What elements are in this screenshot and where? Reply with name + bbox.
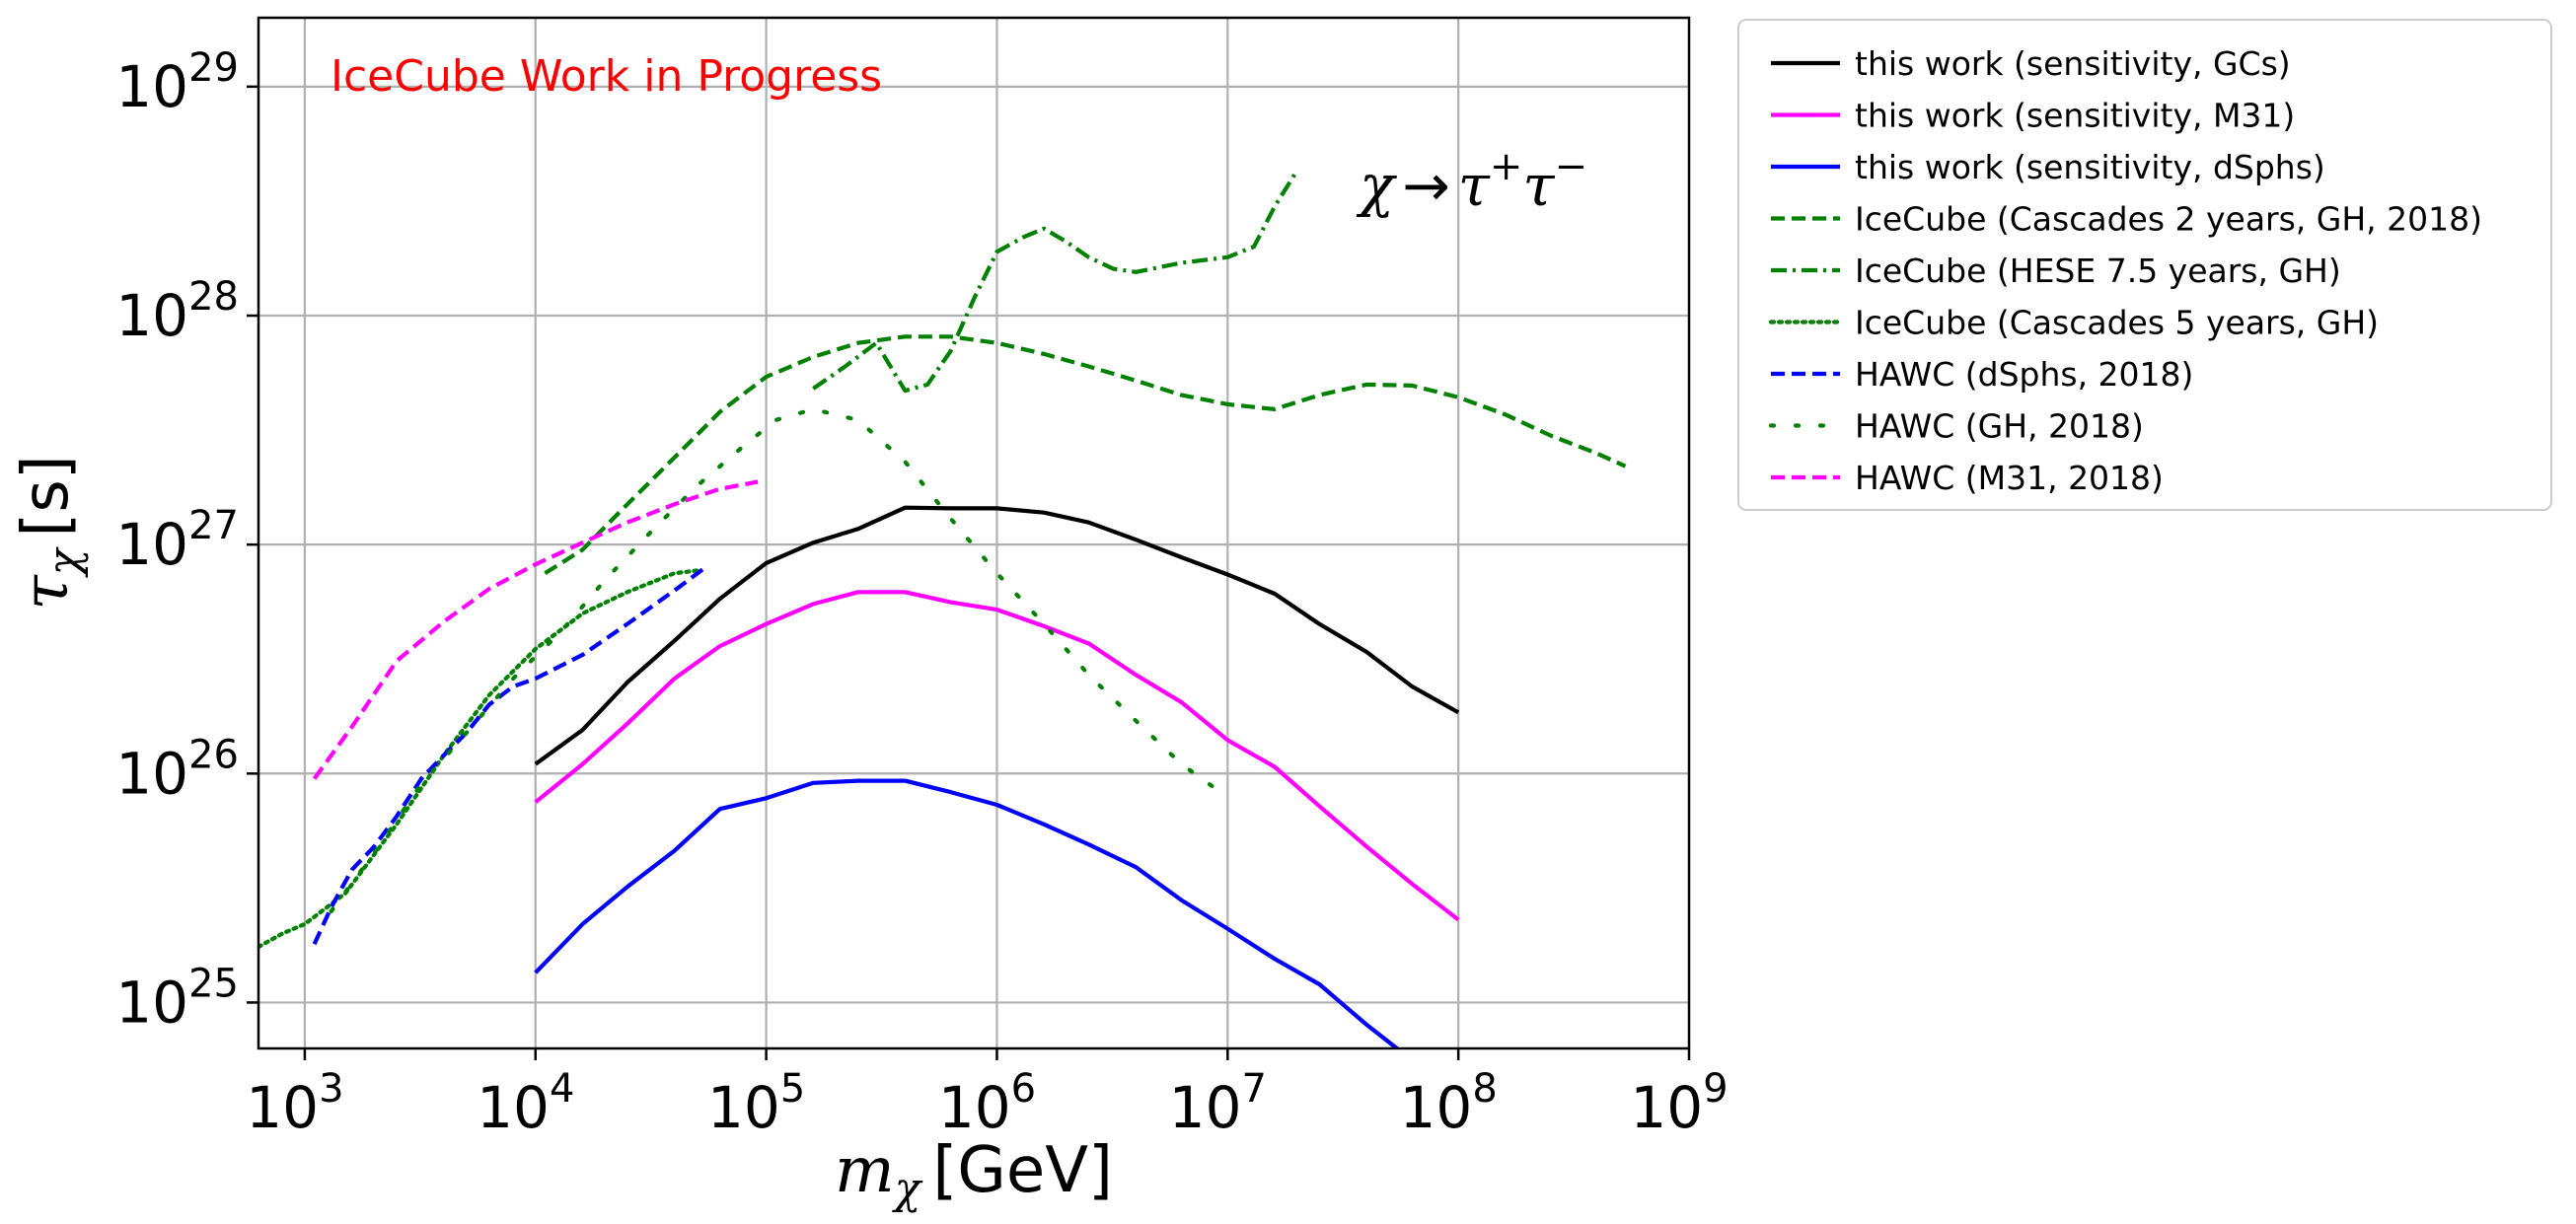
plot-frame <box>257 16 1691 1050</box>
x-tick-label: 105 <box>707 1066 805 1141</box>
y-tick-exponent: 27 <box>188 503 239 548</box>
series-line-this-work-sensitivity-dsphs <box>534 778 1401 1048</box>
series-line-hawc-m31-2018 <box>312 479 759 780</box>
x-tick-base: 10 <box>938 1074 1011 1141</box>
x-tick-exponent: 6 <box>1011 1066 1036 1112</box>
y-tick-base: 10 <box>115 969 188 1036</box>
y-tick-label: 1025 <box>115 961 239 1036</box>
x-tick-exponent: 8 <box>1472 1066 1497 1112</box>
x-axis-label-symbol: m <box>835 1134 895 1207</box>
legend-box <box>1737 19 2552 511</box>
y-tick-base: 10 <box>115 53 188 120</box>
x-tick-label: 108 <box>1400 1066 1498 1141</box>
grid <box>258 18 1689 1048</box>
legend: this work (sensitivity, GCs) this work (s… <box>1737 19 2552 511</box>
y-tick-label: 1027 <box>115 503 239 578</box>
y-tick-base: 10 <box>115 511 188 578</box>
x-tick-exponent: 5 <box>780 1066 805 1112</box>
y-tick-exponent: 29 <box>188 45 239 91</box>
x-tick-label: 106 <box>938 1066 1036 1141</box>
y-tick-label: 1028 <box>115 274 239 349</box>
annotation-plus: + <box>1490 144 1523 189</box>
x-tick-label: 107 <box>1169 1066 1267 1141</box>
series-line-this-work-sensitivity-m31 <box>534 590 1460 922</box>
legend-label-hawc-m31-2018: HAWC (M31, 2018) <box>1855 459 2164 497</box>
series-line-this-work-sensitivity-gcs <box>534 505 1460 766</box>
x-axis-label-subscript: χ <box>892 1164 923 1214</box>
series-layer <box>258 169 1627 1048</box>
x-tick-base: 10 <box>707 1074 780 1141</box>
legend-label-icecube-cascades-2-years-gh-2018: IceCube (Cascades 2 years, GH, 2018) <box>1855 200 2482 239</box>
annotation-minus: − <box>1554 144 1587 189</box>
legend-label-icecube-hese-7-5-years-gh: IceCube (HESE 7.5 years, GH) <box>1855 252 2341 290</box>
annotation-arrow: → <box>1402 152 1450 219</box>
x-tick-exponent: 9 <box>1703 1066 1728 1112</box>
y-axis-label: τχ [s] <box>10 455 90 610</box>
x-tick-label: 109 <box>1630 1066 1728 1141</box>
legend-label-hawc-gh-2018: HAWC (GH, 2018) <box>1855 407 2144 446</box>
annotation-tau2: τ <box>1522 152 1555 219</box>
x-tick-label: 103 <box>246 1066 343 1141</box>
y-axis-label-subscript: χ <box>39 546 90 578</box>
series-line-icecube-cascades-5-years-gh <box>258 568 699 950</box>
y-tick-label: 1026 <box>115 732 239 807</box>
x-tick-exponent: 4 <box>550 1066 574 1112</box>
x-tick-label: 104 <box>477 1066 574 1141</box>
annotation-channel: χ → τ+τ− <box>1356 144 1587 219</box>
legend-label-this-work-sensitivity-dsphs: this work (sensitivity, dSphs) <box>1855 148 2325 186</box>
x-axis-label: mχ [GeV] <box>835 1134 1113 1214</box>
y-tick-exponent: 28 <box>188 274 239 320</box>
x-tick-base: 10 <box>246 1074 319 1141</box>
legend-label-this-work-sensitivity-gcs: this work (sensitivity, GCs) <box>1855 44 2291 83</box>
y-tick-exponent: 25 <box>188 961 239 1006</box>
annotation-chi: χ <box>1356 152 1397 219</box>
legend-label-this-work-sensitivity-m31: this work (sensitivity, M31) <box>1855 97 2295 135</box>
y-tick-label: 1029 <box>115 45 239 120</box>
series-line-icecube-hese-7-5-years-gh <box>812 169 1299 394</box>
y-tick-base: 10 <box>115 282 188 349</box>
series-line-hawc-gh-2018 <box>329 406 1219 914</box>
legend-label-icecube-cascades-5-years-gh: IceCube (Cascades 5 years, GH) <box>1855 304 2379 342</box>
x-tick-base: 10 <box>1630 1074 1703 1141</box>
y-tick-exponent: 26 <box>188 732 239 777</box>
x-axis-label-unit: [GeV] <box>932 1134 1113 1207</box>
y-axis-label-symbol: τ <box>10 574 83 611</box>
x-tick-exponent: 7 <box>1241 1066 1266 1112</box>
x-tick-base: 10 <box>1400 1074 1473 1141</box>
annotation-tau1: τ <box>1458 152 1491 219</box>
y-tick-base: 10 <box>115 740 188 807</box>
x-tick-base: 10 <box>477 1074 550 1141</box>
series-line-icecube-cascades-2-years-gh-2018 <box>544 334 1627 575</box>
legend-label-hawc-dsphs-2018: HAWC (dSphs, 2018) <box>1855 355 2193 394</box>
x-tick-exponent: 3 <box>319 1066 343 1112</box>
annotation-icecube-wip: IceCube Work in Progress <box>331 51 882 102</box>
x-tick-base: 10 <box>1169 1074 1242 1141</box>
ticks: 103 104 105 106 107 108 1091025102610271028102… <box>115 45 1728 1141</box>
y-axis-label-unit: [s] <box>10 455 83 537</box>
